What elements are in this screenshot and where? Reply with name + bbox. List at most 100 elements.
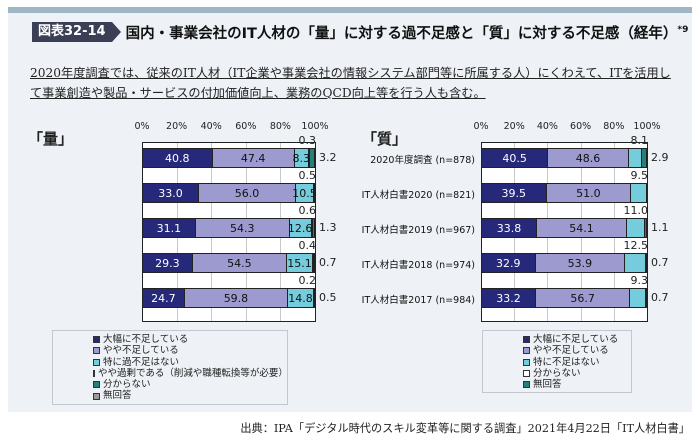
legend-item: 無回答 xyxy=(93,390,287,401)
footnote-mark: *9 xyxy=(677,24,689,35)
legend-swatch-icon xyxy=(93,358,100,366)
data-label: 29.3 xyxy=(155,256,180,270)
stacked-bar: 29.3 54.5 15.1 xyxy=(142,253,316,273)
legend-item: 無回答 xyxy=(523,379,631,390)
data-label: 33.2 xyxy=(496,291,521,305)
data-label: 24.7 xyxy=(151,291,176,305)
bar-segment xyxy=(645,253,647,273)
chart-quality: 「質」 0% 20% 40% 60% 80% 100% 2020年度調査 (n=878) 40… xyxy=(0,118,700,408)
chart-quantity: 「量」 0%20%40%60%80%100%2020年度調査 (n=878)40… xyxy=(0,118,350,408)
category-label: IT人材白書2020 (n=821) xyxy=(361,190,475,201)
stacked-bar: 33.2 56.7 xyxy=(481,288,648,308)
legend-label: 大幅に不足している xyxy=(103,334,189,345)
data-label: 31.1 xyxy=(156,221,182,235)
figure-title-row: 図表32-14 国内・事業会社のIT人材の「量」に対する過不足感と「質」に対する… xyxy=(32,22,688,42)
legend-swatch-icon xyxy=(93,370,95,378)
x-axis-tick: 100% xyxy=(633,121,661,132)
data-label: 32.9 xyxy=(496,256,521,270)
bar-segment xyxy=(314,183,316,203)
data-label: 48.6 xyxy=(575,151,601,165)
data-label-outside: 0.7 xyxy=(319,256,337,269)
bar-segment: 54.1 xyxy=(537,218,627,238)
legend-item: 大幅に不足している xyxy=(523,334,631,345)
stacked-bar: 33.0 56.0 10.5 xyxy=(142,183,317,203)
bar-segment xyxy=(642,148,648,168)
legend-item: 大幅に不足している xyxy=(93,334,287,345)
x-axis-tick: 0% xyxy=(473,121,489,132)
data-label: 56.0 xyxy=(234,186,260,200)
source-citation: 出典：IPA「デジタル時代のスキル変革等に関する調査」2021年4月22日「IT… xyxy=(240,422,690,435)
data-label: 33.0 xyxy=(158,186,183,200)
legend-swatch-icon xyxy=(93,392,100,400)
stacked-bar: 24.7 59.8 14.8 xyxy=(142,288,316,308)
legend-label: 特に過不足はない xyxy=(103,356,180,368)
data-label-above: 8.1 xyxy=(630,134,649,147)
legend-label: やや過剰である（削減や職種転換等が必要） xyxy=(98,367,288,379)
bar-segment: 53.9 xyxy=(535,253,626,273)
bar-segment xyxy=(645,288,647,308)
legend-item: やや不足している xyxy=(93,345,287,356)
data-label-above: 0.2 xyxy=(298,274,317,287)
bar-segment xyxy=(628,148,643,168)
bar-segment xyxy=(645,218,647,238)
bar-segment: 12.6 xyxy=(287,218,313,238)
data-label-above: 0.5 xyxy=(298,169,317,182)
bar-segment: 33.2 xyxy=(481,288,537,308)
legend-label: 特に不足はない xyxy=(533,356,600,368)
legend-label: やや不足している xyxy=(533,345,609,357)
x-axis-tick: 20% xyxy=(166,121,188,132)
x-axis-tick: 60% xyxy=(235,121,257,132)
data-label: 54.1 xyxy=(569,221,594,235)
bar-segment xyxy=(309,148,316,168)
data-label: 40.5 xyxy=(502,151,527,165)
chart-legend: 大幅に不足している やや不足している 特に不足はない 分からない 無回答 xyxy=(482,330,632,394)
stacked-bar: 40.8 47.4 8.3 xyxy=(142,148,316,168)
data-label: 12.6 xyxy=(287,221,313,235)
data-label: 56.7 xyxy=(570,291,595,305)
data-label: 33.8 xyxy=(496,221,522,235)
bar-segment: 56.7 xyxy=(536,288,631,308)
data-label-outside: 3.2 xyxy=(319,151,337,164)
category-label: 2020年度調査 (n=878) xyxy=(370,155,475,166)
bar-segment: 29.3 xyxy=(142,253,193,273)
bar-segment: 14.8 xyxy=(288,288,314,308)
bar-segment: 33.8 xyxy=(481,218,538,238)
bar-segment: 54.5 xyxy=(192,253,287,273)
bar-segment: 40.8 xyxy=(142,148,213,168)
stacked-bar: 31.1 54.3 12.6 xyxy=(142,218,316,238)
legend-swatch-icon xyxy=(523,336,530,344)
bar-segment: 40.5 xyxy=(481,148,549,168)
bar-segment xyxy=(308,148,310,168)
data-label: 51.0 xyxy=(576,186,601,200)
data-label-outside: 2.9 xyxy=(651,151,669,164)
x-axis-tick: 80% xyxy=(269,121,291,132)
bar-segment: 51.0 xyxy=(546,183,632,203)
legend-swatch-icon xyxy=(93,336,100,344)
bar-segment xyxy=(631,183,647,203)
stacked-bar: 33.8 54.1 xyxy=(481,218,648,238)
bar-segment: 33.0 xyxy=(142,183,200,203)
data-label: 53.9 xyxy=(567,256,593,270)
bar-segment xyxy=(313,253,315,273)
data-label-above: 0.6 xyxy=(298,204,317,217)
data-label: 59.8 xyxy=(223,291,249,305)
legend-item: 特に不足はない xyxy=(523,357,631,368)
legend-label: 大幅に不足している xyxy=(533,334,619,345)
bar-segment: 32.9 xyxy=(481,253,536,273)
x-axis-tick: 40% xyxy=(200,121,222,132)
legend-swatch-icon xyxy=(93,347,100,355)
x-axis-tick: 20% xyxy=(503,121,525,132)
bar-segment: 24.7 xyxy=(142,288,185,308)
bar-segment xyxy=(630,288,646,308)
data-label: 54.5 xyxy=(227,256,252,270)
legend-swatch-icon xyxy=(523,358,530,366)
category-label: IT人材白書2018 (n=974) xyxy=(361,260,475,271)
chart-title: 「量」 xyxy=(28,130,74,148)
legend-item: やや不足している xyxy=(523,345,631,356)
figure-note: 2020年度調査では、従来のIT人材（IT企業や事業会社の情報システム部門等に所… xyxy=(30,66,671,100)
x-axis-tick: 60% xyxy=(570,121,592,132)
bar-segment: 39.5 xyxy=(481,183,547,203)
bar-segment xyxy=(312,218,315,238)
legend-item: やや過剰である（削減や職種転換等が必要） xyxy=(93,367,288,379)
legend-item: 分からない xyxy=(93,379,287,390)
